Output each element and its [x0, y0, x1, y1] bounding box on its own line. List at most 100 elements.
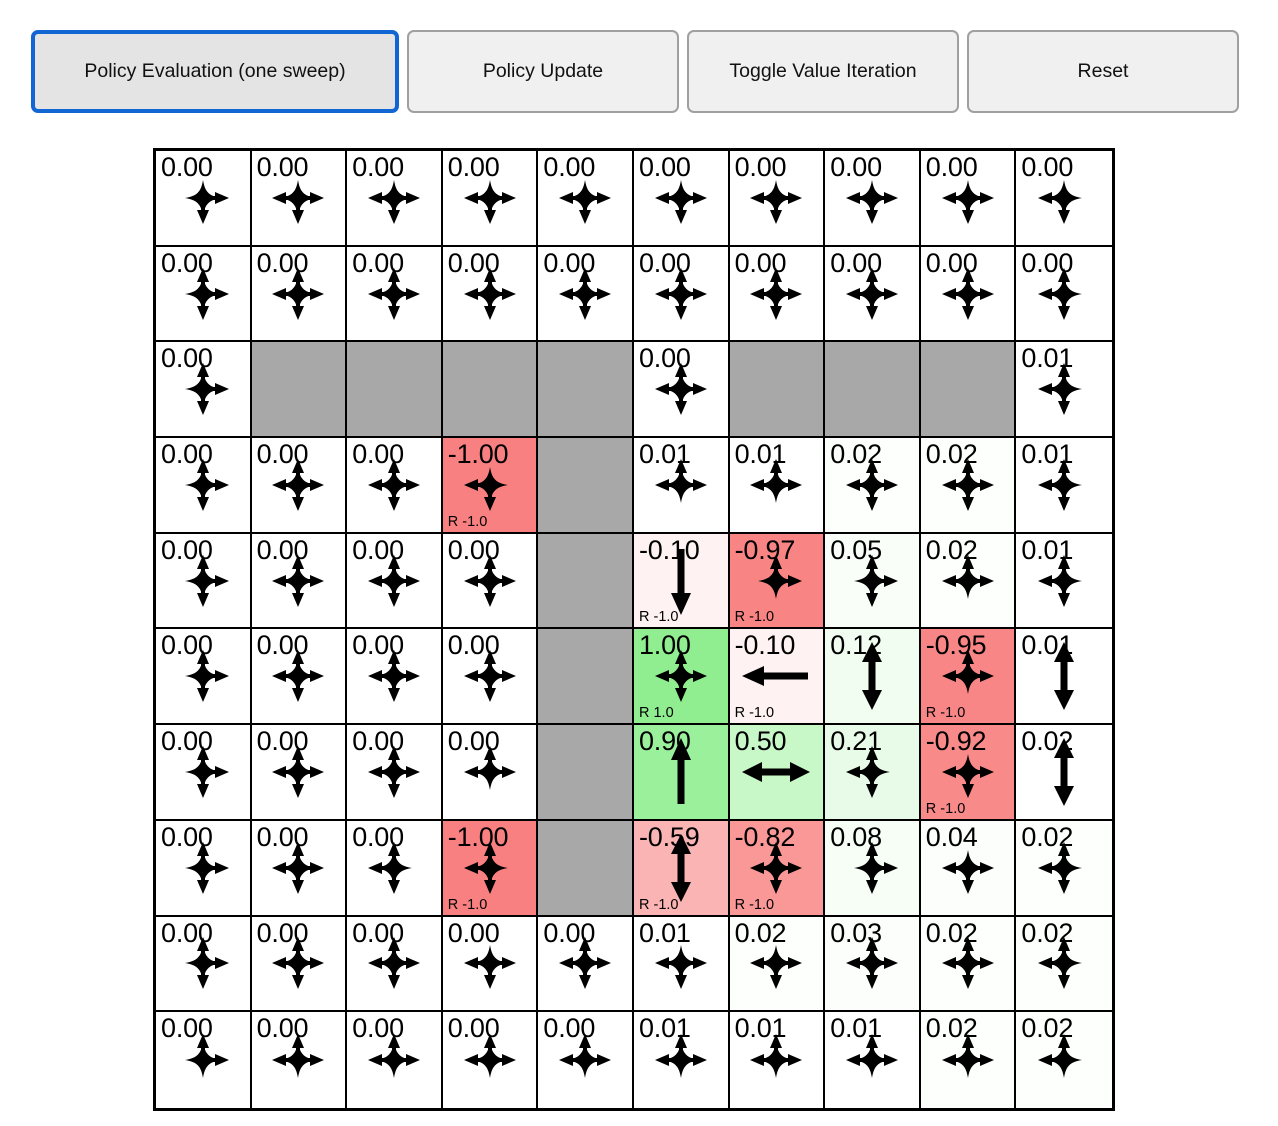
grid-cell[interactable]: 0.00	[156, 533, 252, 630]
grid-cell[interactable]: 0.00	[347, 1012, 443, 1108]
grid-cell[interactable]: -0.10 R -1.0	[633, 533, 730, 630]
grid-cell[interactable]: 0.00	[1016, 246, 1112, 343]
grid-cell[interactable]: 0.00	[156, 151, 252, 247]
toolbar-button-1[interactable]: Policy Update	[407, 30, 679, 113]
grid-cell[interactable]: 0.01	[633, 1012, 730, 1108]
grid-cell[interactable]: 0.02	[920, 438, 1017, 534]
grid-cell[interactable]: 0.00	[920, 246, 1017, 343]
grid-cell[interactable]: 0.00	[442, 725, 539, 821]
grid-cell[interactable]: 0.00	[633, 342, 730, 439]
grid-cell[interactable]: 0.00	[1016, 151, 1112, 247]
grid-cell[interactable]: 0.00	[347, 151, 443, 247]
grid-cell[interactable]: 0.00	[251, 820, 348, 917]
grid-cell[interactable]: 0.00	[442, 1012, 539, 1108]
grid-cell[interactable]: 0.00	[156, 342, 252, 439]
grid-cell[interactable]: 0.00	[251, 1012, 348, 1108]
grid-cell[interactable]: 0.02	[1016, 916, 1112, 1013]
grid-cell[interactable]: 0.01	[1016, 629, 1112, 726]
grid-cell[interactable]: 0.00	[251, 725, 348, 821]
grid-cell[interactable]: 0.50	[729, 725, 826, 821]
grid-cell[interactable]: 0.00	[442, 629, 539, 726]
grid-cell[interactable]: 0.02	[1016, 1012, 1112, 1108]
grid-cell[interactable]: 0.00	[825, 151, 921, 247]
grid-cell[interactable]: 0.01	[633, 438, 730, 534]
gridworld[interactable]: 0.00 0.00 0.00 0.00 0.00 0.00 0.00 0.00 0.00 0.00…	[153, 148, 1115, 1111]
grid-cell[interactable]: 0.00	[251, 629, 348, 726]
grid-cell[interactable]: 0.00	[633, 246, 730, 343]
grid-cell[interactable]: 0.00	[156, 438, 252, 534]
grid-cell[interactable]: 0.00	[442, 916, 539, 1013]
grid-cell[interactable]: 0.05	[825, 533, 921, 630]
cell-value: 0.00	[161, 247, 213, 278]
grid-cell[interactable]: 0.00	[156, 246, 252, 343]
grid-cell[interactable]: 0.00	[825, 246, 921, 343]
grid-cell[interactable]: 0.00	[156, 916, 252, 1013]
grid-cell[interactable]: 0.02	[825, 438, 921, 534]
grid-cell[interactable]: 0.00	[251, 533, 348, 630]
cell-value: 0.01	[734, 439, 787, 470]
grid-cell[interactable]: 1.00 R 1.0	[633, 629, 730, 726]
grid-cell[interactable]: 0.01	[633, 916, 730, 1013]
grid-cell[interactable]: 0.00	[251, 151, 348, 247]
grid-cell[interactable]: 0.04	[920, 820, 1017, 917]
grid-cell[interactable]: 0.00	[156, 725, 252, 821]
grid-cell[interactable]: -0.92 R -1.0	[920, 725, 1017, 821]
grid-cell[interactable]: 0.00	[347, 820, 443, 917]
grid-cell[interactable]: 0.00	[347, 725, 443, 821]
grid-cell[interactable]: 0.00	[347, 246, 443, 343]
grid-cell[interactable]: 0.01	[729, 438, 826, 534]
grid-cell[interactable]: -0.82 R -1.0	[729, 820, 826, 917]
grid-wall-cell	[347, 342, 443, 439]
grid-cell[interactable]: 0.00	[347, 916, 443, 1013]
grid-cell[interactable]: 0.00	[729, 246, 826, 343]
grid-cell[interactable]: 0.00	[156, 629, 252, 726]
cell-value: 0.01	[638, 439, 691, 470]
grid-cell[interactable]: 0.00	[729, 151, 826, 247]
grid-cell[interactable]: 0.01	[1016, 438, 1112, 534]
grid-cell[interactable]: 0.00	[538, 246, 634, 343]
grid-cell[interactable]: 0.00	[347, 629, 443, 726]
grid-cell[interactable]: 0.01	[1016, 342, 1112, 439]
grid-cell[interactable]: 0.01	[1016, 533, 1112, 630]
grid-cell[interactable]: -1.00 R -1.0	[442, 438, 539, 534]
grid-cell[interactable]: 0.02	[729, 916, 826, 1013]
grid-cell[interactable]: 0.02	[920, 916, 1017, 1013]
grid-cell[interactable]: 0.90	[633, 725, 730, 821]
grid-cell[interactable]: 0.00	[156, 820, 252, 917]
grid-cell[interactable]: 0.00	[251, 916, 348, 1013]
grid-cell[interactable]: 0.02	[1016, 725, 1112, 821]
grid-cell[interactable]: -1.00 R -1.0	[442, 820, 539, 917]
grid-cell[interactable]: -0.95 R -1.0	[920, 629, 1017, 726]
grid-cell[interactable]: 0.00	[442, 151, 539, 247]
grid-cell[interactable]: 0.00	[156, 1012, 252, 1108]
grid-cell[interactable]: 0.00	[442, 533, 539, 630]
grid-cell[interactable]: 0.00	[538, 916, 634, 1013]
grid-cell[interactable]: 0.01	[825, 1012, 921, 1108]
grid-cell[interactable]: 0.02	[1016, 820, 1112, 917]
grid-cell[interactable]: -0.59 R -1.0	[633, 820, 730, 917]
cell-value: 0.02	[925, 534, 978, 565]
grid-cell[interactable]: 0.02	[920, 1012, 1017, 1108]
grid-cell[interactable]: -0.97 R -1.0	[729, 533, 826, 630]
grid-cell[interactable]: 0.08	[825, 820, 921, 917]
toolbar-button-3[interactable]: Reset	[967, 30, 1239, 113]
grid-cell[interactable]: 0.00	[442, 246, 539, 343]
grid-cell[interactable]: 0.01	[729, 1012, 826, 1108]
grid-cell[interactable]: 0.02	[920, 533, 1017, 630]
grid-cell[interactable]: 0.12	[825, 629, 921, 726]
grid-cell[interactable]: 0.03	[825, 916, 921, 1013]
grid-cell[interactable]: 0.00	[251, 246, 348, 343]
toolbar-button-0[interactable]: Policy Evaluation (one sweep)	[31, 30, 399, 113]
grid-cell[interactable]: 0.00	[347, 533, 443, 630]
grid-cell[interactable]: 0.00	[538, 151, 634, 247]
cell-value: 0.90	[638, 726, 691, 757]
grid-cell[interactable]: 0.00	[347, 438, 443, 534]
grid-cell[interactable]: 0.00	[538, 1012, 634, 1108]
grid-cell[interactable]: 0.00	[251, 438, 348, 534]
cell-value: 0.21	[830, 726, 882, 757]
grid-cell[interactable]: 0.00	[920, 151, 1017, 247]
toolbar-button-2[interactable]: Toggle Value Iteration	[687, 30, 959, 113]
grid-cell[interactable]: 0.00	[633, 151, 730, 247]
grid-cell[interactable]: -0.10 R -1.0	[729, 629, 826, 726]
grid-cell[interactable]: 0.21	[825, 725, 921, 821]
